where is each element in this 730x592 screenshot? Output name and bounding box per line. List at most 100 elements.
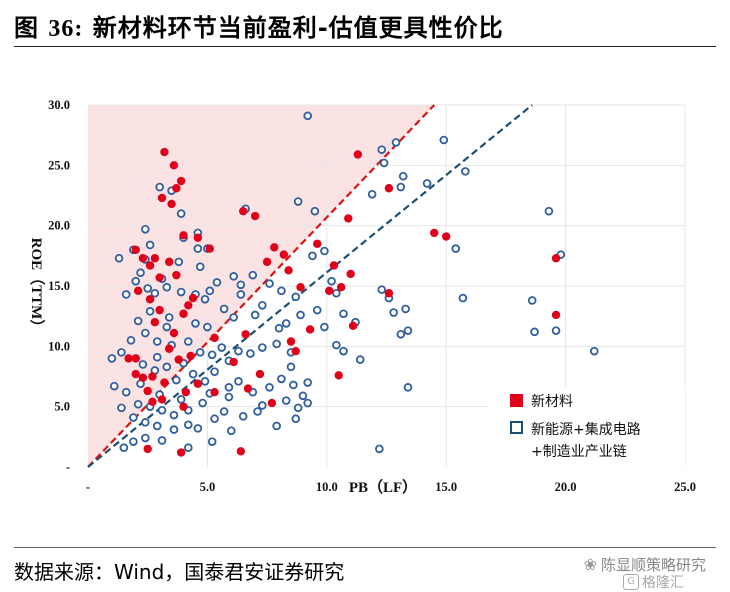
point-new-material — [348, 321, 358, 331]
point-new-material — [551, 310, 561, 320]
point-other — [133, 316, 143, 326]
point-other — [183, 443, 193, 452]
point-new-material — [442, 232, 451, 241]
point-other — [355, 355, 365, 364]
point-other — [291, 414, 301, 424]
point-other — [277, 286, 286, 296]
point-other — [367, 189, 377, 199]
point-new-material — [145, 295, 155, 304]
legend-swatch-new-material — [510, 394, 523, 407]
point-other — [141, 224, 150, 234]
point-new-material — [131, 245, 140, 254]
point-other — [248, 270, 258, 280]
point-new-material — [313, 239, 322, 248]
point-other — [265, 279, 274, 288]
point-other — [217, 343, 227, 352]
point-other — [544, 206, 554, 216]
point-other — [109, 381, 119, 391]
point-new-material — [250, 211, 260, 221]
point-other — [589, 346, 599, 356]
y-axis-title: ROE（TTM） — [28, 238, 46, 335]
point-new-material — [430, 228, 439, 238]
point-new-material — [143, 386, 152, 396]
point-new-material — [169, 161, 179, 170]
point-new-material — [150, 318, 160, 327]
point-new-material — [279, 250, 289, 259]
point-other — [162, 362, 172, 372]
point-new-material — [210, 387, 219, 397]
point-new-material — [179, 231, 188, 240]
x-tick-label: 10.0 — [316, 480, 338, 494]
point-other — [403, 326, 413, 335]
wechat-icon: ❀ — [583, 555, 597, 574]
point-other — [155, 182, 164, 192]
point-other — [289, 380, 298, 390]
point-new-material — [284, 266, 293, 275]
point-other — [298, 391, 308, 401]
point-other — [141, 433, 150, 443]
point-other — [391, 138, 401, 147]
point-other — [212, 278, 222, 287]
x-tick-label: 20.0 — [555, 480, 577, 494]
x-tick-label: - — [86, 480, 90, 494]
point-other — [138, 360, 148, 369]
point-other — [169, 425, 179, 434]
point-other — [527, 296, 537, 305]
source-rule — [14, 547, 716, 548]
point-new-material — [344, 214, 353, 223]
y-tick-label: 20.0 — [48, 219, 70, 233]
point-new-material — [181, 387, 191, 397]
point-other — [310, 206, 320, 216]
point-other — [320, 322, 329, 332]
point-new-material — [131, 354, 140, 363]
point-other — [114, 253, 124, 263]
point-new-material — [229, 357, 238, 367]
point-other — [136, 268, 145, 278]
point-other — [121, 290, 131, 299]
point-other — [145, 240, 155, 250]
point-other — [236, 290, 246, 299]
point-new-material — [305, 325, 315, 334]
point-other — [439, 135, 449, 145]
point-other — [281, 396, 291, 405]
point-other — [258, 343, 267, 352]
point-other — [141, 418, 150, 427]
point-other — [293, 403, 303, 413]
point-new-material — [551, 254, 561, 263]
point-other — [188, 369, 198, 379]
point-new-material — [346, 269, 355, 279]
point-other — [396, 182, 406, 192]
point-other — [250, 310, 260, 320]
point-other — [176, 395, 186, 404]
point-new-material — [124, 354, 133, 363]
point-other — [375, 444, 384, 454]
point-other — [320, 246, 329, 256]
point-other — [422, 179, 432, 188]
point-new-material — [255, 369, 265, 379]
point-other — [157, 405, 167, 415]
point-other — [207, 350, 217, 360]
point-other — [530, 327, 539, 337]
reference-line-blue-dashed — [87, 104, 533, 468]
y-tick-label: 10.0 — [48, 339, 70, 353]
point-new-material — [236, 447, 246, 456]
legend-label-other-line2: +制造业产业链 — [531, 444, 627, 460]
point-new-material — [179, 309, 188, 318]
point-other — [224, 392, 234, 402]
point-new-material — [160, 378, 169, 387]
point-other — [174, 257, 184, 267]
point-other — [195, 262, 205, 271]
point-other — [172, 375, 181, 385]
point-other — [119, 443, 129, 452]
point-other — [117, 348, 126, 357]
point-other — [176, 287, 186, 297]
point-other — [303, 398, 312, 408]
point-new-material — [336, 283, 346, 292]
y-tick-label: 25.0 — [48, 158, 70, 172]
point-other — [207, 437, 217, 446]
point-new-material — [210, 333, 219, 343]
point-other — [183, 337, 193, 346]
point-new-material — [155, 305, 164, 315]
point-new-material — [324, 286, 334, 296]
point-other — [277, 374, 286, 384]
